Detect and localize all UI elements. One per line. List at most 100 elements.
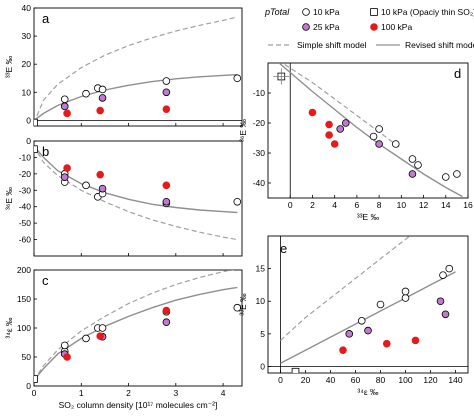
kpa10thin-point xyxy=(34,375,38,383)
panel-b-plot-area xyxy=(34,145,242,241)
kpa100-point xyxy=(325,120,333,129)
kpa25-point xyxy=(162,318,171,327)
kpa100-point xyxy=(382,339,391,348)
kpa10-point xyxy=(439,271,447,279)
panel-c-plot-area xyxy=(34,270,242,383)
legend-label: 10 kPa xyxy=(313,7,340,17)
y-tick-label: -10 xyxy=(253,88,266,98)
x-tick-label: 140 xyxy=(448,375,462,385)
y-tick-label: 0 xyxy=(26,136,31,146)
x-tick-label: 6 xyxy=(355,200,360,210)
revised-shift-model-line xyxy=(280,271,456,364)
kpa25-point xyxy=(375,140,383,148)
kpa10-point xyxy=(401,287,410,296)
kpa25-point xyxy=(345,330,354,338)
legend-label: 10 kPa (Opaciy thin SO₂) xyxy=(381,7,474,17)
kpa25-point xyxy=(162,197,171,206)
simple-shift-model-line xyxy=(34,16,238,124)
x-tick-label: 2 xyxy=(310,200,315,210)
legend-item-kpa10: 10 kPa xyxy=(302,7,340,17)
kpa100-point xyxy=(63,164,71,172)
y-tick-label: 10 xyxy=(256,296,266,306)
legend-item-simple: Simple shift model xyxy=(268,40,367,50)
kpa100-point xyxy=(308,108,317,117)
kpa10-point xyxy=(233,74,242,83)
y-tick-label: -40 xyxy=(19,202,32,212)
y-tick-label: 50 xyxy=(22,352,32,362)
kpa100-point xyxy=(330,140,339,148)
kpa10-point xyxy=(408,155,417,163)
kpa25-point xyxy=(341,119,350,127)
kpa100-point xyxy=(339,346,347,354)
panel-d-frame xyxy=(267,62,469,199)
panel-c-frame xyxy=(33,269,243,387)
legend-label: 25 kPa xyxy=(313,22,340,32)
kpa100-point xyxy=(63,109,71,118)
y-tick-label: 100 xyxy=(17,323,31,333)
kpa25-point xyxy=(60,173,69,181)
kpa100-point xyxy=(162,181,171,190)
y-tick-label: 150 xyxy=(17,294,31,304)
legend-item-kpa100: 100 kPa xyxy=(370,22,412,32)
kpa10-point xyxy=(98,324,107,332)
kpa25-point xyxy=(441,310,450,319)
panel-b: -60 -50 -40 -30 -20 -10 0 b ³⁶E ‰ xyxy=(4,136,243,257)
kpa10-point xyxy=(98,85,107,94)
panel-b-frame xyxy=(33,140,243,257)
x-tick-label: 10 xyxy=(397,200,407,210)
x-axis-label: ³⁴ε ‰ xyxy=(357,387,379,397)
kpa25-point xyxy=(162,88,171,97)
kpa10-point xyxy=(162,77,171,85)
y-tick-label: -30 xyxy=(253,148,266,158)
kpa10-point xyxy=(60,95,69,104)
kpa10-point xyxy=(369,132,378,141)
y-axis-label: ³⁴ε ‰ xyxy=(4,317,14,339)
kpa10thin-point xyxy=(291,367,300,373)
kpa100-point xyxy=(96,332,104,340)
x-tick-label: 2 xyxy=(126,388,131,398)
kpa100-point xyxy=(162,306,171,315)
legend-item-kpa10thin: 10 kPa (Opaciy thin SO₂) xyxy=(370,7,474,17)
open-square-icon xyxy=(370,8,378,16)
panel-e: 0 20 40 60 80 100 120 140 0 5 10 15 e ³³E ‰ ³⁴ε ‰ xyxy=(238,235,469,397)
x-axis-label: ³³E ‰ xyxy=(357,212,380,222)
panel-c: 0 1 2 3 4 0 50 100 150 200 c ³⁴ε ‰ SO₂ column densit… xyxy=(4,265,243,410)
circle-marker-icon xyxy=(302,23,310,31)
kpa25-point xyxy=(60,102,69,111)
x-tick-label: 100 xyxy=(398,375,412,385)
y-tick-label: -60 xyxy=(19,235,32,245)
panel-e-frame xyxy=(267,235,469,374)
panel-letter: d xyxy=(454,66,461,81)
x-tick-label: 0 xyxy=(278,375,283,385)
kpa10-point xyxy=(82,181,90,190)
kpa25-point xyxy=(436,297,445,306)
legend-label: Revised shift model xyxy=(405,40,474,50)
y-tick-label: 10 xyxy=(22,87,32,97)
kpa10-point xyxy=(233,303,242,312)
y-tick-label: 40 xyxy=(22,3,32,13)
kpa10-point xyxy=(414,161,422,169)
panel-letter: c xyxy=(42,273,49,288)
x-tick-label: 60 xyxy=(351,375,361,385)
kpa100-point xyxy=(162,105,171,113)
y-axis-label: ³⁶E ‰ xyxy=(4,187,14,210)
panel-e-plot-area xyxy=(280,236,456,373)
kpa100-point xyxy=(411,336,420,345)
legend-item-kpa25: 25 kPa xyxy=(302,22,340,32)
y-tick-label: -20 xyxy=(19,169,32,179)
x-tick-label: 14 xyxy=(441,200,451,210)
y-tick-label: 200 xyxy=(17,265,31,275)
y-tick-label: 20 xyxy=(22,59,32,69)
x-tick-label: 40 xyxy=(326,375,336,385)
panel-d-plot-area xyxy=(277,63,463,198)
x-tick-label: 0 xyxy=(288,200,293,210)
x-tick-label: 20 xyxy=(301,375,311,385)
kpa10-point xyxy=(82,334,90,343)
simple-shift-model-line xyxy=(34,145,238,241)
kpa25-point xyxy=(98,94,107,102)
kpa10-point xyxy=(441,173,450,181)
kpa25-point xyxy=(364,326,372,335)
kpa100-point xyxy=(325,131,333,139)
x-tick-label: 1 xyxy=(79,388,84,398)
